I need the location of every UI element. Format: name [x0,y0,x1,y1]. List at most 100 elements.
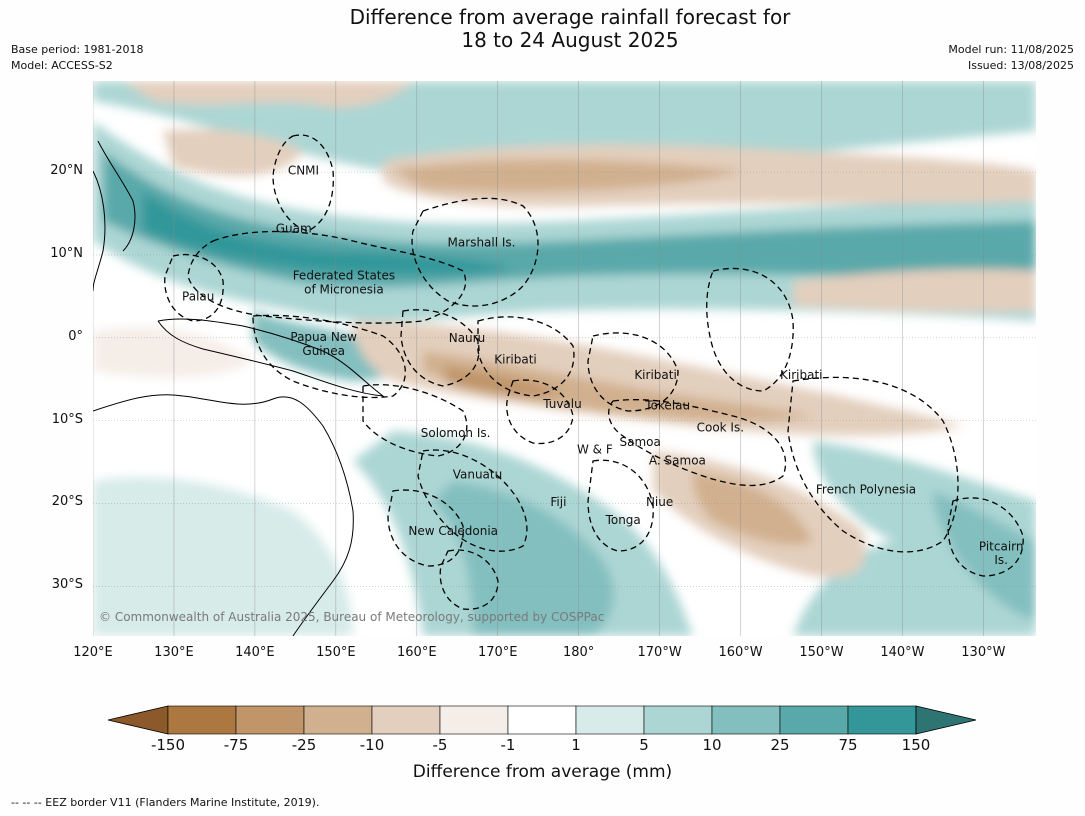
longitude-label: 130°W [961,645,1006,660]
eez-tonga-niue [587,459,654,552]
region-label: Tonga [605,513,641,527]
philippines-coast [97,140,136,252]
longitude-label: 170°E [477,645,518,660]
region-label: Tokelau [644,399,690,413]
longitude-label: 180° [562,645,595,660]
region-label: W & F [577,443,613,457]
eez-borders [164,134,1024,610]
longitude-label: 130°E [154,645,194,660]
eez-tuvalu [506,379,574,445]
colorbar-extend-low [107,705,169,735]
colorbar-segment [439,705,509,735]
issued-date: Issued: 13/08/2025 [967,59,1074,72]
eez-kiribati-gilbert [477,316,575,397]
colorbar-tick-label: 25 [770,736,790,754]
latitude-label: 20°N [50,163,83,179]
title-line-1: Difference from average rainfall forecas… [349,5,791,29]
wet-region-southeast-core [933,491,1036,621]
anomaly-field [93,81,1036,636]
eez-palau [164,253,224,322]
eez-cnmi [272,134,334,232]
eez-marshall [411,197,539,307]
latitude-label: 10°S [51,411,83,427]
longitude-label: 170°W [637,645,682,660]
dry-region-north-west [123,81,413,108]
wet-region-itcz-peak [143,191,513,275]
eez-guam-fsm [187,230,467,324]
colorbar-tick-label: 150 [901,736,931,754]
wet-region-east-australia [93,477,353,636]
title-line-2: 18 to 24 August 2025 [461,28,679,52]
dry-region-north-band-core [393,159,743,192]
eez-kiribati-line [706,267,794,392]
longitude-label: 140°W [880,645,925,660]
colorbar-tick-label: -25 [291,736,317,754]
graticule [93,81,1036,636]
base-period: Base period: 1981-2018 [11,43,144,56]
wet-region-southeast [793,441,1036,636]
colorbar-segment [371,705,441,735]
wet-region-spcz-core [433,481,614,636]
eez-new-caledonia [387,489,464,567]
model-run: Model run: 11/08/2025 [948,43,1074,56]
dry-region-south-central-core [693,471,813,545]
eez-solomon [362,384,468,457]
region-label: Marshall Is. [448,236,516,250]
colorbar-tick-label: -1 [500,736,516,754]
colorbar-tick-label: 1 [571,736,581,754]
borneo-coast [93,170,106,292]
region-label: Vanuatu [453,467,503,481]
longitude-label: 140°E [235,645,275,660]
colorbar-tick-label: -10 [359,736,385,754]
latitude-label: 30°S [51,577,83,593]
colorbar-label: Difference from average (mm) [412,762,673,782]
wet-region-png [253,311,401,381]
region-label: Kiribati [494,352,536,366]
colorbar-tick-label: 10 [702,736,722,754]
colorbar-tick-label: 5 [639,736,649,754]
chart-title: Difference from average rainfall forecas… [0,6,1085,52]
region-label: Niue [646,495,673,509]
colorbar-extend-high [915,705,977,735]
map-panel: CNMI Guam Marshall Is. Federated States of M… [93,81,1036,636]
colorbar-segment [303,705,373,735]
new-guinea-coast [157,318,385,397]
region-label: Papua New [290,330,357,344]
region-label: Nauru [449,331,485,345]
longitude-label: 150°W [799,645,844,660]
colorbar-tick-label: -150 [150,736,186,754]
eez-pitcairn [947,497,1024,577]
eez-tokelau-cook [608,399,787,487]
colorbar-tick-label: 75 [838,736,858,754]
eez-nauru-kiribati [400,309,480,387]
region-label: A. Samoa [649,453,706,467]
eez-footnote: -- -- -- EEZ border V11 (Flanders Marine… [11,796,320,809]
dry-region-north-mid [163,129,303,176]
region-label: Kiribati [634,368,676,382]
region-label: Federated States [293,269,395,283]
meta-left: Base period: 1981-2018 Model: ACCESS-S2 [11,42,143,74]
colorbar-segment [507,705,577,735]
coastlines [93,140,385,636]
meta-right: Model run: 11/08/2025 Issued: 13/08/2025 [948,42,1074,74]
region-label: Pitcairn [979,540,1024,554]
longitude-label: 160°E [397,645,437,660]
dry-region-equatorial [353,321,963,436]
longitude-label: 120°E [73,645,113,660]
region-label: Samoa [620,435,661,449]
region-label: Guam [276,221,312,235]
eez-french-polynesia [787,376,959,553]
colorbar [107,705,977,735]
colorbar-segment [167,705,237,735]
colorbar-segment [779,705,849,735]
latitude-label: 20°S [51,494,83,510]
eez-png [252,314,406,399]
region-label: of Micronesia [304,283,384,297]
colorbar-segment [847,705,917,735]
colorbar-segment [575,705,645,735]
dry-region-west-pacific [93,327,253,378]
region-label: New Caledonia [408,524,498,538]
eez-vanuatu-fiji [417,449,528,552]
